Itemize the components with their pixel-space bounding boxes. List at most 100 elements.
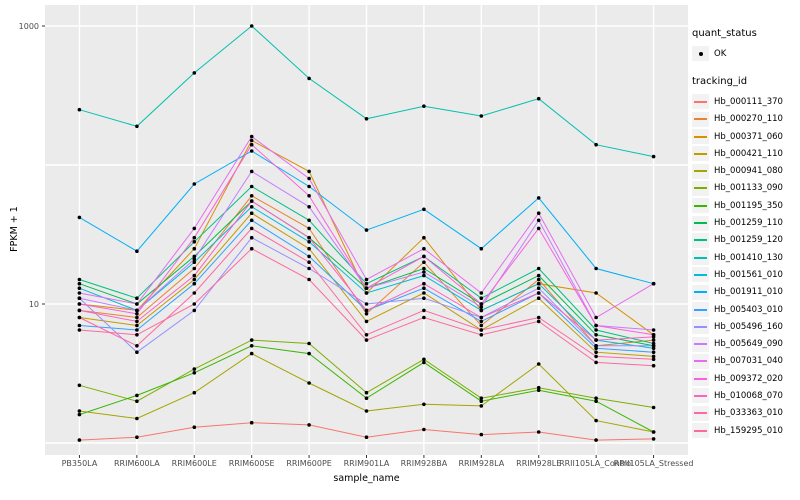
data-point [536,196,541,200]
data-point [422,207,426,212]
data-point [651,335,656,339]
legend-item-label: Hb_000371_060 [714,131,783,142]
data-point [651,354,656,359]
data-point [249,420,254,425]
data-point [249,134,254,139]
legend-tracking-items: Hb_000111_370 Hb_000270_110 Hb_000371_060 H… [692,93,798,439]
legend-key-box [692,371,709,387]
data-point [192,266,197,271]
data-point [135,319,139,324]
data-point [307,277,311,282]
legend-item-label: Hb_001911_010 [714,287,783,298]
data-point [594,418,598,423]
data-point [77,291,82,295]
axis-tick-labels: 1000 10 PB350LA RRIM600LA RRIM600LE RRIM600SE… [19,22,694,468]
data-point [651,154,656,159]
legend-key-box [692,94,709,110]
data-point [422,270,426,274]
data-point [364,312,369,316]
data-point [422,286,426,291]
data-point [192,254,197,259]
data-point [536,296,541,301]
data-point [594,350,598,355]
legend-item-Hb_001259_110: Hb_001259_110 [692,214,798,231]
legend-item-ok: OK [692,45,798,62]
data-point [536,273,541,278]
data-point [135,435,139,440]
legend-item-Hb_010068_070: Hb_010068_070 [692,387,798,404]
data-point [249,169,254,174]
axis-ticks [42,25,655,458]
legend-key-box [692,388,709,404]
data-point [422,254,426,259]
legend-key-box [692,232,709,248]
data-point [594,354,598,359]
data-point [192,277,197,282]
data-point [651,328,656,332]
data-point [479,432,484,437]
data-point [422,291,426,295]
data-point [135,308,139,313]
data-point [479,308,484,313]
data-point [192,257,197,262]
data-point [422,246,426,251]
legend-item-label: Hb_000941_080 [714,166,783,177]
data-point [135,296,139,301]
line-swatch-icon [694,152,707,155]
data-point [249,199,254,203]
legend-item-label: OK [714,48,727,59]
data-point [249,235,254,240]
data-point [249,138,254,143]
x-tick-label: RRIM928LE [516,459,561,468]
line-swatch-icon [694,256,707,259]
data-point [192,367,197,371]
x-tick-label: RRII105LA_Stressed [614,459,694,468]
data-point [364,228,369,232]
legend-item-Hb_007031_040: Hb_007031_040 [692,353,798,370]
data-point [307,381,311,385]
data-point [192,390,197,395]
data-point [77,215,82,220]
legend-key-box [692,111,709,127]
data-point [479,333,484,337]
legend-item-Hb_001911_010: Hb_001911_010 [692,284,798,301]
data-point [594,346,598,351]
legend-item-label: Hb_001259_110 [714,218,783,229]
data-point [364,286,369,291]
data-point [536,388,541,393]
data-point [249,218,254,223]
legend-title-quant-status: quant_status [692,28,757,39]
legend-key-box [692,46,709,62]
data-point [135,344,139,348]
data-point [536,315,541,320]
data-point [594,291,598,295]
data-point [307,254,311,259]
data-point [307,205,311,209]
legend-item-label: Hb_001133_090 [714,183,783,194]
legend-item-Hb_000941_080: Hb_000941_080 [692,162,798,179]
data-point [536,266,541,271]
y-axis-title: FPKM + 1 [9,206,20,252]
data-point [307,235,311,240]
legend-item-label: Hb_159295_010 [714,425,783,436]
data-point [536,319,541,324]
data-point [249,194,254,198]
data-point [422,402,426,407]
legend-key-box [692,215,709,231]
data-point [594,344,598,348]
line-swatch-icon [694,412,707,415]
data-point [135,328,139,332]
data-point [77,281,82,286]
data-point [651,338,656,342]
data-point [77,383,82,388]
data-point [536,430,541,434]
line-swatch-icon [694,343,707,346]
data-point [594,323,598,328]
data-point [249,142,254,147]
legend-item-label: Hb_000111_370 [714,96,783,107]
legend-key-box [692,405,709,421]
data-point [364,396,369,401]
x-tick-label: RRII105LA_Control [559,459,633,468]
data-point [479,404,484,408]
